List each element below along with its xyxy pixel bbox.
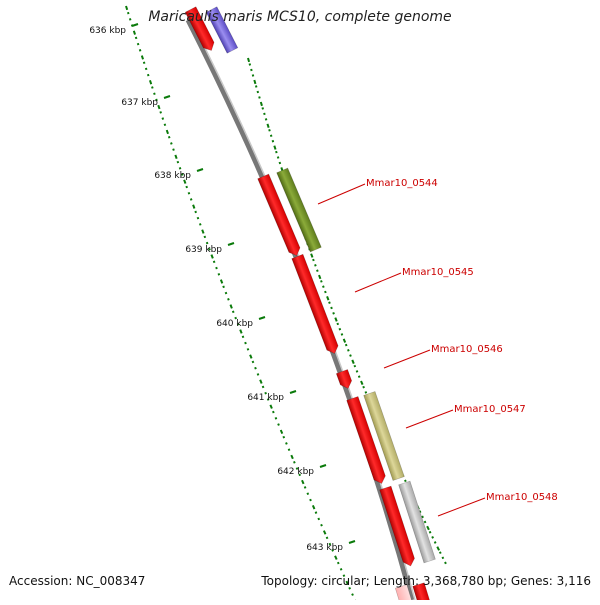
genome-backbone bbox=[185, 18, 416, 601]
backbone-arc bbox=[185, 18, 415, 601]
kbp-tick-label: 643 kbp bbox=[306, 543, 343, 553]
gene-label[interactable]: Mmar10_0548 bbox=[486, 492, 558, 503]
gene-label[interactable]: Mmar10_0545 bbox=[402, 267, 474, 278]
kbp-tick-label: 638 kbp bbox=[154, 171, 191, 181]
cds-red-0544 bbox=[257, 173, 301, 256]
backbone-highlight bbox=[190, 19, 416, 601]
gene-labels: Mmar10_0544 Mmar10_0545 Mmar10_0546 Mmar10_… bbox=[317, 178, 558, 517]
kbp-tick-mark bbox=[258, 316, 266, 320]
kbp-tick-mark bbox=[131, 23, 139, 27]
cog-blue-top bbox=[205, 6, 239, 54]
kbp-tick-mark bbox=[196, 168, 204, 172]
kbp-tick-label: 639 kbp bbox=[185, 245, 222, 255]
kbp-tick-label: 636 kbp bbox=[89, 26, 126, 36]
kbp-tick-mark bbox=[227, 242, 235, 246]
cog-khaki-0547 bbox=[363, 391, 405, 481]
cds-red-0547a bbox=[346, 396, 386, 484]
gene-leader-line bbox=[317, 183, 366, 205]
kbp-tick-label: 641 kbp bbox=[247, 393, 284, 403]
gene-leader-line bbox=[383, 349, 431, 369]
gene-leader-line bbox=[354, 272, 402, 293]
topology-summary: Topology: circular; Length: 3,368,780 bp… bbox=[261, 574, 591, 588]
gene-label[interactable]: Mmar10_0547 bbox=[454, 404, 526, 415]
cds-red-0545 bbox=[291, 253, 339, 354]
gene-label[interactable]: Mmar10_0544 bbox=[366, 178, 438, 189]
kbp-dotted-ring bbox=[125, 5, 357, 603]
cds-red-top bbox=[184, 6, 215, 51]
kbp-tick-mark bbox=[163, 95, 171, 99]
gene-label[interactable]: Mmar10_0546 bbox=[431, 344, 503, 355]
map-title: Maricaulis maris MCS10, complete genome bbox=[148, 9, 452, 25]
kbp-tick-label: 640 kbp bbox=[216, 319, 253, 329]
gc-dotted-ring bbox=[247, 57, 447, 565]
kbp-tick-label: 642 kbp bbox=[277, 467, 314, 477]
feature-track bbox=[184, 6, 436, 605]
kbp-tick-mark bbox=[348, 540, 356, 544]
kbp-tick-label: 637 kbp bbox=[121, 98, 158, 108]
cog-green-0544 bbox=[276, 167, 322, 253]
cog-gray-0548 bbox=[398, 480, 436, 564]
cds-red-0548 bbox=[379, 485, 415, 567]
gene-leader-line bbox=[437, 497, 486, 517]
kbp-tick-mark bbox=[289, 390, 297, 394]
gene-leader-line bbox=[405, 409, 454, 429]
accession-text: Accession: NC_008347 bbox=[9, 574, 146, 588]
kbp-tick-mark bbox=[319, 464, 327, 468]
cds-red-0546 bbox=[335, 369, 352, 389]
